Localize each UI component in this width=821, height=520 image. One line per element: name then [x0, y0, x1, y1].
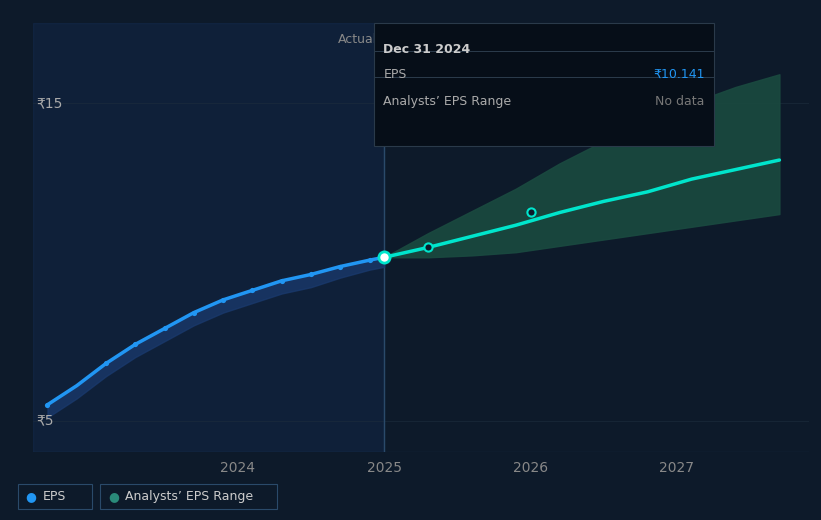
Text: ₹10.141: ₹10.141: [653, 68, 704, 81]
Text: ●: ●: [108, 490, 119, 503]
Point: [378, 253, 391, 262]
Text: Actual: Actual: [337, 33, 377, 46]
Text: ●: ●: [25, 490, 37, 503]
Point: [99, 359, 112, 368]
Point: [421, 243, 434, 252]
Text: EPS: EPS: [383, 68, 406, 81]
Point: [41, 400, 54, 409]
Text: Dec 31 2024: Dec 31 2024: [383, 43, 470, 56]
Point: [158, 324, 171, 333]
Text: ₹5: ₹5: [37, 413, 54, 427]
Text: Analysts’ EPS Range: Analysts’ EPS Range: [125, 490, 253, 503]
Point: [275, 277, 288, 285]
Text: EPS: EPS: [43, 490, 66, 503]
Text: ₹15: ₹15: [37, 96, 63, 110]
Point: [187, 308, 200, 317]
Text: Analysts Forecasts: Analysts Forecasts: [399, 33, 516, 46]
Point: [363, 256, 376, 264]
Point: [305, 270, 318, 279]
Point: [245, 286, 259, 294]
Point: [333, 262, 346, 270]
Bar: [33, 23, 384, 452]
Text: No data: No data: [655, 95, 704, 108]
Point: [217, 296, 230, 304]
Point: [129, 340, 142, 348]
Point: [524, 209, 537, 217]
Text: Analysts’ EPS Range: Analysts’ EPS Range: [383, 95, 511, 108]
